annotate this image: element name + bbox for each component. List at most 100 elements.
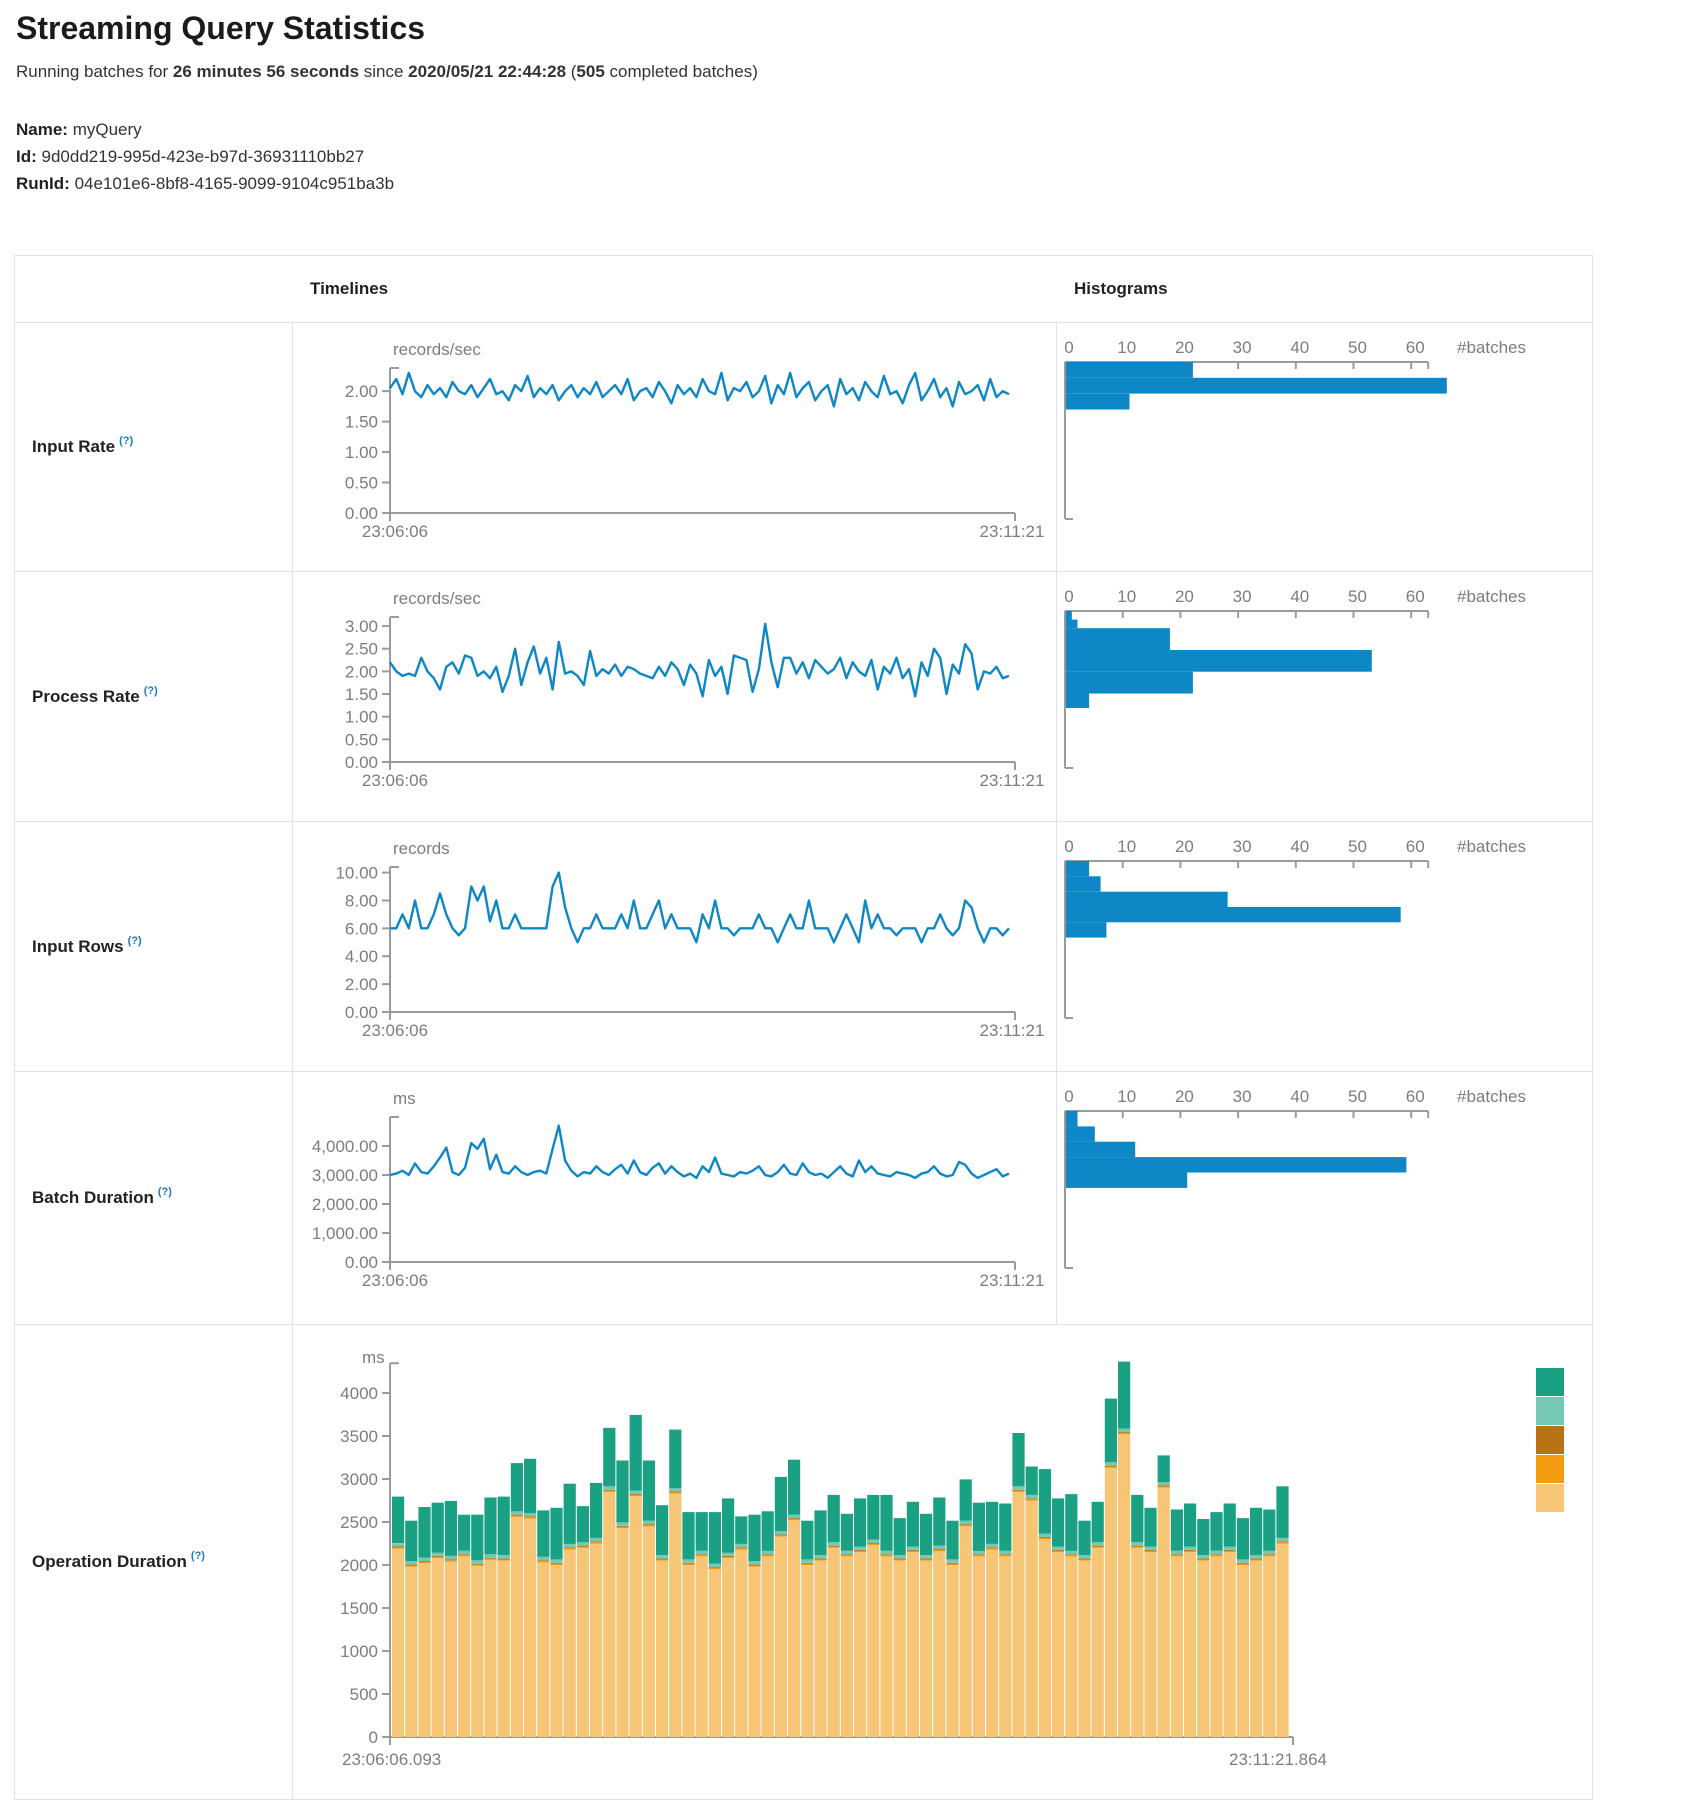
running-since-timestamp: 2020/05/21 22:44:28 xyxy=(408,62,567,81)
svg-text:records/sec: records/sec xyxy=(393,340,481,359)
svg-text:2.00: 2.00 xyxy=(345,382,378,401)
svg-text:40: 40 xyxy=(1290,338,1309,357)
running-summary-text: Running batches for xyxy=(16,62,173,81)
svg-text:40: 40 xyxy=(1290,1087,1309,1106)
svg-text:3,000.00: 3,000.00 xyxy=(312,1166,378,1185)
svg-text:0: 0 xyxy=(1064,837,1073,856)
svg-text:1000: 1000 xyxy=(340,1642,378,1661)
input-rows-histogram-cell: 0 10 20 30 40 50 60 #batches xyxy=(1056,822,1592,1071)
svg-text:20: 20 xyxy=(1175,338,1194,357)
svg-text:23:06:06: 23:06:06 xyxy=(362,522,428,541)
input-rate-histogram-chart: 0 10 20 30 40 50 60 #batches xyxy=(1064,338,1526,520)
process-rate-histogram-cell: 0 10 20 30 40 50 60 #batches xyxy=(1056,572,1592,821)
svg-text:records: records xyxy=(393,839,450,858)
row-label-input-rows: Input Rows (?) xyxy=(32,934,142,956)
svg-text:1500: 1500 xyxy=(340,1599,378,1618)
batch-duration-help-icon[interactable]: (?) xyxy=(157,1186,172,1198)
row-label-process-rate: Process Rate (?) xyxy=(32,684,158,706)
col-header-histograms: Histograms xyxy=(1074,279,1168,298)
svg-text:10.00: 10.00 xyxy=(335,864,378,883)
row-label-operation-duration: Operation Duration (?) xyxy=(32,1550,205,1571)
batch-duration-timeline-chart: ms 4,000.00 3,000.00 2,000.00 1,000.00 0.0023… xyxy=(312,1089,1045,1290)
svg-text:23:06:06: 23:06:06 xyxy=(362,1021,428,1040)
query-name-row: Name: myQuery xyxy=(16,120,142,139)
svg-text:8.00: 8.00 xyxy=(345,891,378,910)
svg-text:2.00: 2.00 xyxy=(345,975,378,994)
svg-text:60: 60 xyxy=(1406,1087,1425,1106)
input-rate-histogram-cell: 0 10 20 30 40 50 60 #batches xyxy=(1056,323,1592,571)
svg-text:23:11:21: 23:11:21 xyxy=(980,771,1045,790)
query-id-row: Id: 9d0dd219-995d-423e-b97d-36931110bb27 xyxy=(16,147,365,166)
process-rate-row: Process Rate (?) records/sec 3.00 2.50 2.00… xyxy=(15,572,1592,822)
svg-text:20: 20 xyxy=(1175,587,1194,606)
svg-text:10: 10 xyxy=(1117,587,1136,606)
input-rows-row: Input Rows (?) records 10.00 8.00 6.00 4.00 2… xyxy=(15,822,1592,1072)
svg-text:2.00: 2.00 xyxy=(345,662,378,681)
svg-text:40: 40 xyxy=(1290,837,1309,856)
query-runid-value: 04e101e6-8bf8-4165-9099-9104c951ba3b xyxy=(74,174,395,193)
svg-text:23:06:06: 23:06:06 xyxy=(362,771,428,790)
svg-text:0.00: 0.00 xyxy=(345,753,378,772)
col-header-timelines: Timelines xyxy=(310,279,389,298)
operation-duration-stacked-chart: ms 4000 3500 3000 2500 2000 1500 1000 500 0 23:06:… xyxy=(340,1348,1327,1769)
process-rate-timeline-cell: records/sec 3.00 2.50 2.00 1.50 1.00 0.50 0.00 2… xyxy=(292,572,1056,821)
operation-duration-row: Operation Duration (?) ms 4000 3500 3000 250… xyxy=(15,1325,1592,1799)
table-header-row: Timelines Histograms xyxy=(15,256,1592,323)
operation-duration-chart-cell: ms 4000 3500 3000 2500 2000 1500 1000 500 0 23:06:… xyxy=(292,1325,1592,1799)
svg-text:50: 50 xyxy=(1348,587,1367,606)
process-rate-timeline-chart: records/sec3.002.502.001.501.000.500.002… xyxy=(345,589,1045,790)
input-rows-help-icon[interactable]: (?) xyxy=(127,934,142,947)
input-rows-timeline-chart: records 10.00 8.00 6.00 4.00 2.00 0.0023:06:06… xyxy=(335,839,1045,1040)
svg-text:30: 30 xyxy=(1233,1087,1252,1106)
svg-text:23:11:21: 23:11:21 xyxy=(980,1021,1045,1040)
input-rate-row: Input Rate (?) records/sec 2.00 1.50 1.00 0.… xyxy=(15,323,1592,572)
process-rate-histogram-chart: 0 10 20 30 40 50 60 #batches xyxy=(1064,587,1526,769)
svg-text:60: 60 xyxy=(1406,837,1425,856)
svg-text:500: 500 xyxy=(350,1685,378,1704)
svg-text:30: 30 xyxy=(1233,587,1252,606)
svg-text:2000: 2000 xyxy=(340,1556,378,1575)
svg-text:20: 20 xyxy=(1175,1087,1194,1106)
svg-text:40: 40 xyxy=(1290,587,1309,606)
svg-text:2,000.00: 2,000.00 xyxy=(312,1195,378,1214)
svg-text:0.00: 0.00 xyxy=(345,504,378,523)
svg-text:23:11:21: 23:11:21 xyxy=(980,522,1045,541)
running-summary: Running batches for 26 minutes 56 second… xyxy=(16,62,758,81)
svg-text:1.00: 1.00 xyxy=(345,443,378,462)
query-name-value: myQuery xyxy=(72,120,142,139)
svg-text:ms: ms xyxy=(393,1089,416,1108)
svg-text:1,000.00: 1,000.00 xyxy=(312,1224,378,1243)
process-rate-help-icon[interactable]: (?) xyxy=(143,684,158,697)
svg-text:#batches: #batches xyxy=(1457,587,1526,606)
input-rows-timeline-cell: records 10.00 8.00 6.00 4.00 2.00 0.00 23:06:06… xyxy=(292,822,1056,1071)
svg-text:0: 0 xyxy=(1064,587,1073,606)
svg-text:1.50: 1.50 xyxy=(345,685,378,704)
input-rate-help-icon[interactable]: (?) xyxy=(119,435,134,447)
svg-text:30: 30 xyxy=(1233,837,1252,856)
svg-text:0.50: 0.50 xyxy=(345,474,378,493)
svg-text:60: 60 xyxy=(1406,587,1425,606)
svg-text:50: 50 xyxy=(1348,1087,1367,1106)
svg-text:2500: 2500 xyxy=(340,1513,378,1532)
operation-duration-legend xyxy=(1536,1368,1564,1513)
svg-text:3000: 3000 xyxy=(340,1470,378,1489)
svg-text:50: 50 xyxy=(1348,338,1367,357)
batch-duration-row: Batch Duration (?) ms 4,000.00 3,000.00 2,0… xyxy=(15,1072,1592,1325)
svg-text:23:06:06: 23:06:06 xyxy=(362,1271,428,1290)
svg-text:1.00: 1.00 xyxy=(345,708,378,727)
svg-text:3.00: 3.00 xyxy=(345,617,378,636)
operation-duration-help-icon[interactable]: (?) xyxy=(190,1550,205,1562)
svg-text:0: 0 xyxy=(1064,338,1073,357)
legend-swatch xyxy=(1536,1455,1564,1483)
svg-text:10: 10 xyxy=(1117,338,1136,357)
svg-text:#batches: #batches xyxy=(1457,338,1526,357)
input-rate-timeline-cell: records/sec 2.00 1.50 1.00 0.50 0.00 23:06:06 2… xyxy=(292,323,1056,571)
svg-text:23:11:21.864: 23:11:21.864 xyxy=(1229,1750,1327,1769)
svg-text:30: 30 xyxy=(1233,338,1252,357)
svg-text:4,000.00: 4,000.00 xyxy=(312,1137,378,1156)
legend-swatch xyxy=(1536,1484,1564,1512)
completed-batches-count: 505 xyxy=(576,62,605,81)
svg-text:3500: 3500 xyxy=(340,1427,378,1446)
svg-text:0.00: 0.00 xyxy=(345,1253,378,1272)
